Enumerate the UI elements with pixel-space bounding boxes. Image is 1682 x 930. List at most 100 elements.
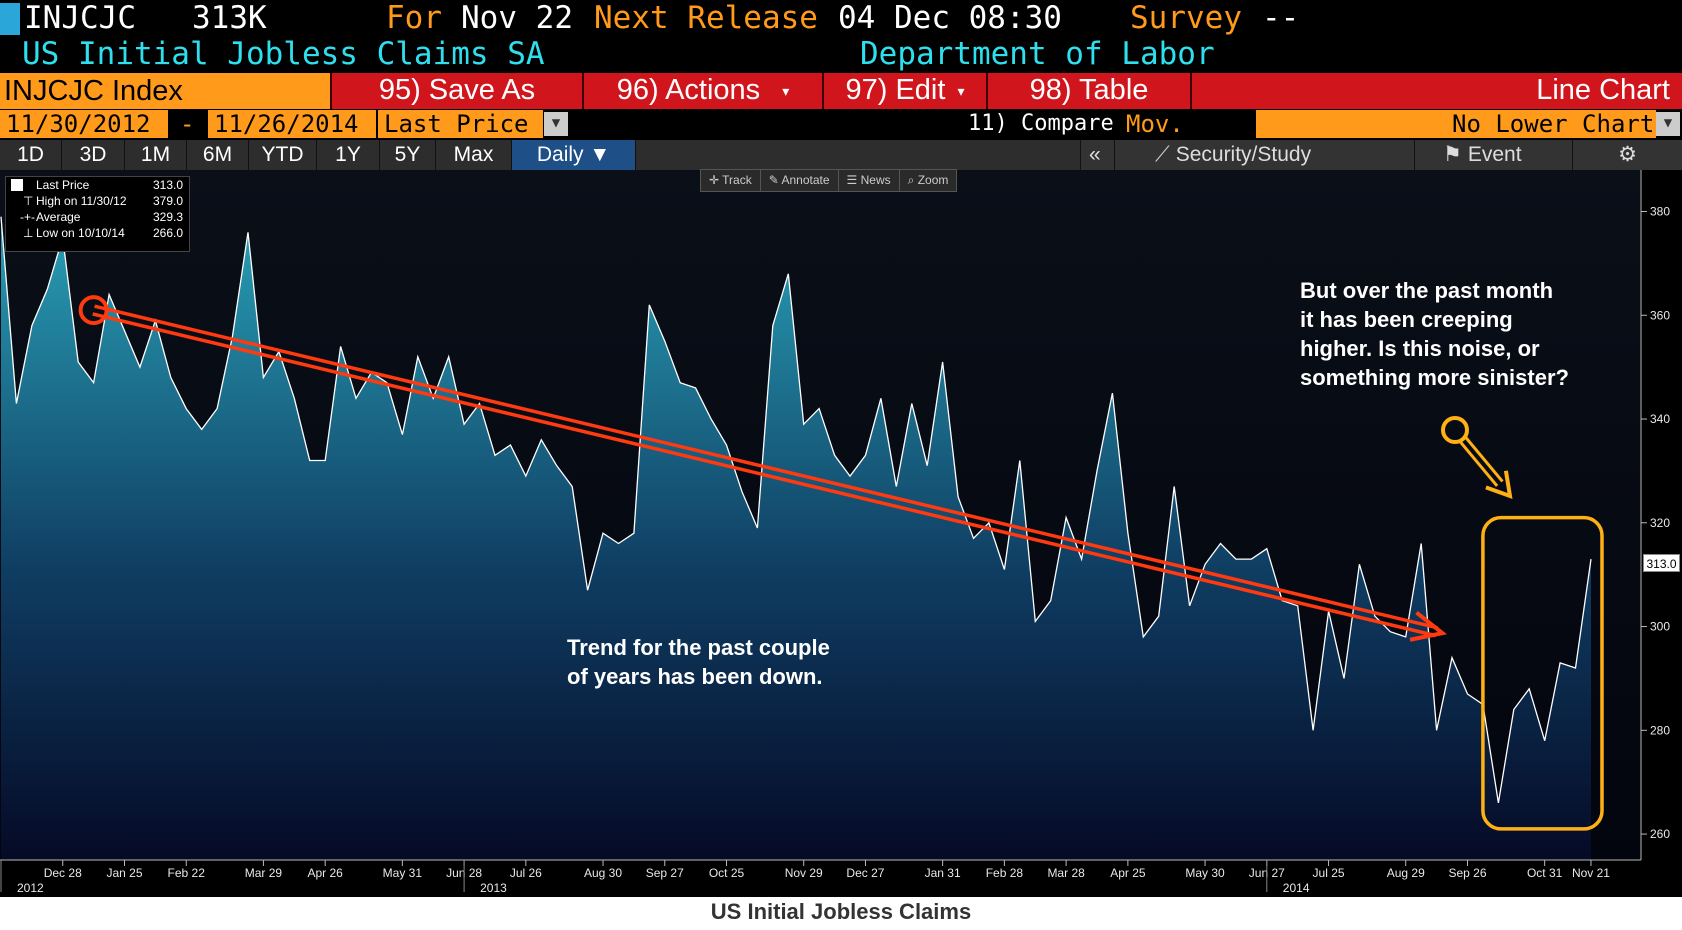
year-label: 2014: [1283, 881, 1310, 895]
pointer-arrow-start-icon: [1441, 416, 1469, 444]
security-description: US Initial Jobless Claims SA Department …: [0, 36, 1682, 72]
collapse-button[interactable]: «: [1080, 140, 1114, 170]
mov-avgs-button[interactable]: Mov. Avgs: [1120, 110, 1256, 166]
x-tick-label: Jan 25: [106, 866, 142, 880]
x-tick-label: Jul 25: [1313, 866, 1345, 880]
high-marker-icon: ⊤: [23, 194, 34, 208]
event-label: Event: [1467, 143, 1522, 166]
trend-arrow-line: [94, 304, 1438, 630]
survey-label: Survey: [1130, 0, 1242, 36]
track-tool[interactable]: ✛ Track: [701, 170, 761, 191]
low-marker-icon: ⊥: [23, 226, 34, 240]
save-as-button[interactable]: 95) Save As: [330, 73, 582, 109]
legend-swatch-icon: [11, 179, 23, 191]
year-label: 2013: [480, 881, 507, 895]
news-label: News: [860, 173, 891, 187]
legend-value: 313.0: [152, 178, 183, 192]
legend-row-last-price: Last Price 313.0: [6, 177, 189, 193]
pencil-icon: ✎: [768, 173, 782, 187]
trend-arrow-start-icon: [78, 295, 109, 326]
series-line: [0, 216, 1592, 804]
x-tick-label: Mar 29: [245, 866, 283, 880]
zoom-tool[interactable]: ⌕ Zoom: [900, 170, 957, 191]
crosshair-icon: ✛: [709, 173, 723, 187]
for-label: For: [386, 0, 442, 36]
x-tick-label: Nov 21: [1572, 866, 1610, 880]
legend-label: Last Price: [36, 178, 90, 192]
news-icon: ☰: [846, 173, 861, 187]
last-value-tag: 313.0: [1643, 554, 1680, 572]
zoom-label: Zoom: [917, 173, 949, 187]
security-name: US Initial Jobless Claims SA: [22, 36, 545, 72]
index-label[interactable]: INJCJC Index: [0, 73, 330, 109]
x-tick-label: Apr 26: [307, 866, 343, 880]
for-date: Nov 22: [461, 0, 573, 36]
security-study-label: Security/Study: [1175, 143, 1312, 166]
chevron-down-icon[interactable]: ▼: [544, 112, 568, 136]
x-axis-band: [0, 860, 1682, 897]
x-tick-label: Sep 27: [646, 866, 684, 880]
tab-1d[interactable]: 1D: [0, 140, 62, 170]
function-toolbar: INJCJC Index 95) Save As 96) Actions ▾ 9…: [0, 73, 1682, 109]
x-tick-label: Nov 29: [785, 866, 823, 880]
security-header: INJCJC 313K For Nov 22 Next Release 04 D…: [0, 0, 1682, 36]
compare-button[interactable]: 11) Compare: [968, 111, 1114, 136]
survey-value: --: [1262, 0, 1300, 36]
tab-3d[interactable]: 3D: [62, 140, 125, 170]
lower-chart-selector[interactable]: No Lower Chart: [1446, 110, 1656, 138]
legend: Last Price 313.0 ⊤ High on 11/30/12 379.…: [5, 176, 190, 252]
trend-annotation: Trend for the past couple of years has b…: [567, 635, 830, 689]
x-tick-label: Dec 27: [846, 866, 884, 880]
x-tick-label: Aug 30: [584, 866, 622, 880]
magnifier-icon: ⌕: [907, 173, 918, 187]
chevron-down-icon: ▾: [957, 83, 965, 100]
x-tick-label: May 31: [383, 866, 423, 880]
start-date-field[interactable]: 11/30/2012: [0, 110, 168, 138]
legend-label: High on 11/30/12: [36, 194, 127, 208]
frequency-selector[interactable]: Daily ▼: [512, 140, 636, 170]
tab-5y[interactable]: 5Y: [380, 140, 436, 170]
average-marker-icon: -+-: [20, 210, 35, 224]
year-label: 2012: [17, 881, 44, 895]
tab-ytd[interactable]: YTD: [249, 140, 317, 170]
edit-menu[interactable]: 97) Edit ▾: [822, 73, 986, 109]
y-tick-label: 340: [1650, 412, 1670, 426]
data-source: Department of Labor: [860, 36, 1215, 72]
x-tick-label: Feb 28: [986, 866, 1024, 880]
x-tick-label: Jul 26: [510, 866, 542, 880]
x-tick-label: May 30: [1185, 866, 1225, 880]
chevron-down-icon[interactable]: ▼: [1656, 112, 1680, 136]
annotate-tool[interactable]: ✎ Annotate: [761, 170, 839, 191]
tab-1y[interactable]: 1Y: [317, 140, 380, 170]
date-range-bar: 11/30/2012 - 11/26/2014 Last Price ▼ 11)…: [0, 110, 1682, 166]
ticker-symbol[interactable]: INJCJC: [24, 0, 136, 36]
edit-label: 97) Edit: [845, 74, 946, 106]
x-tick-label: Sep 26: [1448, 866, 1486, 880]
x-tick-label: Mar 28: [1047, 866, 1085, 880]
legend-row-low: ⊥ Low on 10/10/14 266.0: [6, 225, 189, 241]
pointer-arrow-head-icon: [1485, 470, 1513, 500]
security-study-button[interactable]: ⟋ Security/Study: [1114, 140, 1414, 170]
tab-1m[interactable]: 1M: [125, 140, 187, 170]
tab-max[interactable]: Max: [436, 140, 512, 170]
end-date-field[interactable]: 11/26/2014: [208, 110, 376, 138]
track-label: Track: [722, 173, 752, 187]
news-tool[interactable]: ☰ News: [839, 170, 900, 191]
gear-icon[interactable]: ⚙: [1572, 140, 1682, 170]
table-button[interactable]: 98) Table: [986, 73, 1190, 109]
legend-value: 329.3: [152, 210, 183, 224]
x-tick-label: Oct 31: [1527, 866, 1563, 880]
mov-avgs-field[interactable]: [1256, 110, 1446, 138]
chart-type-selector[interactable]: Line Chart: [1190, 73, 1682, 109]
x-tick-label: Dec 28: [44, 866, 82, 880]
tab-6m[interactable]: 6M: [187, 140, 249, 170]
trend-arrow-line: [92, 312, 1437, 638]
actions-menu[interactable]: 96) Actions ▾: [582, 73, 822, 109]
field-selector[interactable]: Last Price: [378, 110, 543, 138]
event-button[interactable]: ⚑ Event: [1414, 140, 1572, 170]
pointer-arrow-line: [1458, 440, 1499, 487]
chart-caption: US Initial Jobless Claims: [0, 897, 1682, 930]
x-tick-label: Aug 29: [1387, 866, 1425, 880]
y-tick-label: 280: [1650, 723, 1670, 737]
flag-icon: ⚑: [1443, 143, 1462, 166]
